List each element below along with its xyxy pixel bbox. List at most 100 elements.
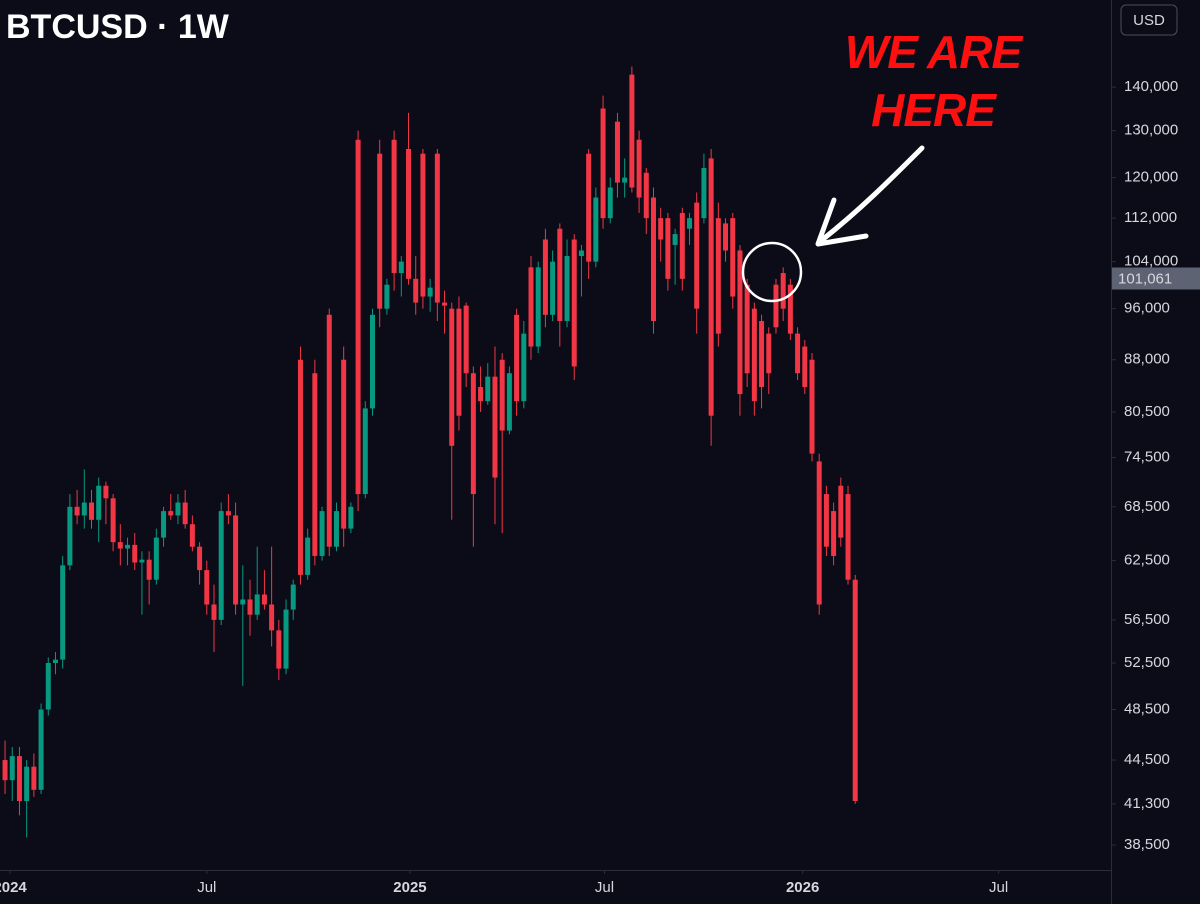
candle-body <box>614 121 620 183</box>
candle-body <box>715 218 721 334</box>
candle-body <box>146 559 152 580</box>
candle-body <box>593 197 599 262</box>
x-tick-label: Jul <box>595 879 614 896</box>
candle-body <box>650 197 656 322</box>
candle-body <box>74 506 80 516</box>
y-tick-label: 74,500 <box>1124 448 1170 465</box>
candle-body <box>189 524 195 547</box>
candle-body <box>96 485 102 520</box>
candle-body <box>470 373 476 495</box>
candle-body <box>773 284 779 328</box>
currency-label: USD <box>1133 12 1165 29</box>
candle-body <box>341 359 347 529</box>
candle-body <box>398 261 404 274</box>
candle-body <box>211 604 217 620</box>
candle-body <box>2 760 8 781</box>
candle-body <box>535 267 541 347</box>
chart-title: BTCUSD · 1W <box>6 8 230 46</box>
candle-body <box>413 278 419 303</box>
candle-body <box>795 333 801 374</box>
candle-body <box>521 333 527 402</box>
candle-body <box>643 172 649 219</box>
candle-body <box>420 153 426 297</box>
candle-body <box>838 485 844 538</box>
y-tick-label: 104,000 <box>1124 253 1178 270</box>
x-tick-label: 2025 <box>393 879 426 896</box>
candle-body <box>723 223 729 251</box>
candle-body <box>218 511 224 620</box>
candle-body <box>629 74 635 188</box>
candle-body <box>60 565 66 660</box>
candle-body <box>254 594 260 615</box>
candle-body <box>52 659 58 663</box>
candle-body <box>586 153 592 262</box>
candle-body <box>153 537 159 580</box>
candle-body <box>759 321 765 388</box>
annotation: WE ARE <box>845 26 1024 78</box>
candle-body <box>261 594 267 605</box>
candle-body <box>600 108 606 219</box>
candle-body <box>780 273 786 309</box>
candle-body <box>442 302 448 306</box>
annotation: HERE <box>871 84 997 136</box>
candle-body <box>391 139 397 274</box>
candle-body <box>406 148 412 279</box>
candle-body <box>161 511 167 538</box>
candle-body <box>290 584 296 610</box>
candle-body <box>110 498 116 543</box>
y-tick-label: 130,000 <box>1124 122 1178 139</box>
arrow-head <box>815 197 869 247</box>
candle-body <box>658 218 664 240</box>
candle-body <box>852 579 858 802</box>
candle-body <box>319 511 325 556</box>
candle-body <box>816 461 822 605</box>
candle-body <box>369 314 375 409</box>
candle-body <box>175 502 181 516</box>
candle-body <box>103 485 109 499</box>
candle-body <box>636 139 642 198</box>
candle-body <box>564 256 570 322</box>
x-tick-label: Jul <box>197 879 216 896</box>
candle-body <box>225 511 231 516</box>
y-tick-label: 38,500 <box>1124 836 1170 853</box>
candle-body <box>665 218 671 279</box>
candle-body <box>823 494 829 547</box>
candle-body <box>125 544 131 549</box>
candle-body <box>845 494 851 580</box>
candle-body <box>456 308 462 416</box>
candle-body <box>67 506 73 566</box>
candle-body <box>672 234 678 245</box>
candle-body <box>355 139 361 495</box>
candle-body <box>38 709 44 790</box>
candle-body <box>434 153 440 303</box>
candle-body <box>132 544 138 563</box>
candle-body <box>89 502 95 520</box>
candle-body <box>269 604 275 631</box>
candle-body <box>81 502 87 516</box>
candle-body <box>9 756 15 781</box>
candle-body <box>708 158 714 416</box>
y-tick-label: 96,000 <box>1124 300 1170 317</box>
currency-box <box>1120 4 1178 36</box>
y-tick-label: 140,000 <box>1124 78 1178 95</box>
arrow-shaft <box>819 145 925 243</box>
candle-body <box>463 305 469 374</box>
candle-body <box>297 359 303 575</box>
y-tick-label: 80,500 <box>1124 403 1170 420</box>
x-tick-label: 2024 <box>0 879 27 896</box>
candle-body <box>117 542 123 549</box>
y-tick-label: 52,500 <box>1124 654 1170 671</box>
candle-body <box>139 559 145 563</box>
candle-body <box>182 502 188 525</box>
candle-body <box>24 766 30 802</box>
y-tick-label: 44,500 <box>1124 751 1170 768</box>
candle-body <box>45 662 51 710</box>
candle-body <box>333 511 339 547</box>
candle-body <box>687 218 693 229</box>
x-tick-label: Jul <box>989 879 1008 896</box>
candle-body <box>377 153 383 309</box>
y-tick-label: 88,000 <box>1124 351 1170 368</box>
candle-body <box>528 267 534 347</box>
